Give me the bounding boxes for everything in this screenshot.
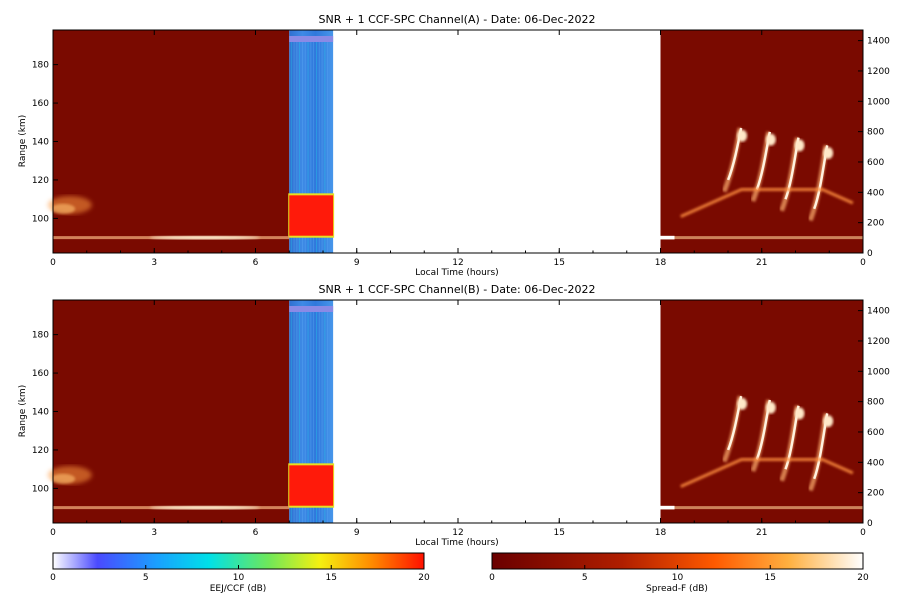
- x-tick-label: 0: [860, 528, 866, 538]
- x-tick-label: 15: [554, 258, 565, 268]
- y2-tick-label: 400: [867, 188, 884, 198]
- y2-tick-label: 1200: [867, 337, 890, 347]
- y-tick-label: 160: [32, 369, 49, 379]
- y-tick-label: 140: [32, 138, 49, 148]
- evening-echo-core: [51, 203, 76, 214]
- evening-echo-core: [51, 473, 76, 484]
- colorbar-tick-label: 15: [765, 573, 776, 583]
- colorbar-eej: 0 5 10 15 20 EEJ/CCF (dB): [50, 552, 430, 594]
- colorbar-spread-f: 0 5 10 15 20 Spread-F (dB): [489, 552, 869, 594]
- x-tick-label: 21: [756, 258, 767, 268]
- eej-strong-echo: [289, 465, 334, 506]
- spread-f-plume-head: [765, 401, 776, 414]
- eej-strong-echo: [289, 195, 334, 236]
- panel-channel-a: SNR + 1 CCF-SPC Channel(A) - Date: 06-De…: [18, 13, 890, 278]
- x-tick-label: 18: [655, 258, 667, 268]
- y2-tick-label: 1000: [867, 367, 890, 377]
- colorbar-tick-label: 20: [418, 573, 430, 583]
- x-tick-label: 18: [655, 528, 667, 538]
- colorbar-tick-label: 10: [233, 573, 245, 583]
- y2-tick-label: 200: [867, 489, 884, 499]
- colorbar-tick-label: 5: [143, 573, 149, 583]
- y-tick-label: 140: [32, 408, 49, 418]
- surface-band-peak: [660, 235, 675, 240]
- spread-f-region-evening: [53, 300, 290, 523]
- spread-f-region-evening: [53, 30, 290, 253]
- colorbar-tick-label: 0: [50, 573, 56, 583]
- y2-tick-label: 0: [867, 249, 873, 259]
- y2-tick-label: 1200: [867, 67, 890, 77]
- y-tick-label: 120: [32, 176, 49, 186]
- spread-f-plume-head: [823, 147, 834, 160]
- spread-f-plume-head: [794, 407, 805, 420]
- y-axis-label: Range (km): [18, 385, 28, 437]
- x-tick-label: 6: [253, 258, 259, 268]
- spread-f-plume-head: [737, 129, 748, 142]
- spread-f-plume-head: [737, 397, 748, 410]
- x-tick-label: 3: [151, 258, 157, 268]
- y-tick-label: 160: [32, 99, 49, 109]
- eej-top-band: [289, 306, 334, 312]
- y-tick-label: 100: [32, 484, 49, 494]
- spread-f-plume-head: [794, 139, 805, 152]
- y-tick-label: 180: [32, 331, 49, 341]
- panel-title: SNR + 1 CCF-SPC Channel(A) - Date: 06-De…: [319, 13, 596, 26]
- y2-tick-label: 200: [867, 219, 884, 229]
- colorbar-label: EEJ/CCF (dB): [210, 584, 267, 594]
- colorbar-tick-label: 15: [326, 573, 337, 583]
- y2-tick-label: 800: [867, 398, 884, 408]
- y2-tick-label: 600: [867, 428, 884, 438]
- eej-top-band: [289, 36, 334, 42]
- colorbar-tick-label: 0: [489, 573, 495, 583]
- x-tick-label: 9: [354, 258, 360, 268]
- y-axis-label: Range (km): [18, 115, 28, 167]
- y2-tick-label: 800: [867, 128, 884, 138]
- x-tick-label: 3: [151, 528, 157, 538]
- x-axis-label: Local Time (hours): [415, 268, 498, 278]
- colorbar-tick-label: 10: [672, 573, 684, 583]
- surface-band-peak: [660, 505, 675, 510]
- colorbar-label: Spread-F (dB): [646, 584, 708, 594]
- x-tick-label: 21: [756, 528, 767, 538]
- spread-f-plume-head: [765, 133, 776, 146]
- colorbar-tick-label: 5: [582, 573, 588, 583]
- x-tick-label: 15: [554, 528, 565, 538]
- surface-band-peak: [149, 236, 260, 240]
- surface-band-peak: [149, 506, 260, 510]
- y2-tick-label: 0: [867, 519, 873, 529]
- spread-f-plume-head: [823, 415, 834, 428]
- x-tick-label: 0: [50, 528, 56, 538]
- spread-f-region-night: [660, 30, 863, 253]
- y-tick-label: 100: [32, 214, 49, 224]
- spread-f-base: [680, 188, 854, 218]
- y-tick-label: 180: [32, 61, 49, 71]
- x-tick-label: 12: [452, 528, 463, 538]
- y2-tick-label: 600: [867, 158, 884, 168]
- surface-band: [660, 506, 863, 510]
- x-tick-label: 6: [253, 528, 259, 538]
- y2-tick-label: 1400: [867, 37, 890, 47]
- x-tick-label: 9: [354, 528, 360, 538]
- x-axis-label: Local Time (hours): [415, 538, 498, 548]
- panel-channel-b: SNR + 1 CCF-SPC Channel(B) - Date: 06-De…: [18, 283, 890, 548]
- y2-tick-label: 1400: [867, 307, 890, 317]
- spread-f-region-night: [660, 300, 863, 523]
- y2-tick-label: 1000: [867, 97, 890, 107]
- y2-tick-label: 400: [867, 458, 884, 468]
- x-tick-label: 12: [452, 258, 463, 268]
- y-tick-label: 120: [32, 446, 49, 456]
- colorbar-tick-label: 20: [857, 573, 869, 583]
- x-tick-label: 0: [50, 258, 56, 268]
- panel-title: SNR + 1 CCF-SPC Channel(B) - Date: 06-De…: [319, 283, 596, 296]
- surface-band: [660, 236, 863, 240]
- spread-f-base: [680, 458, 854, 488]
- x-tick-label: 0: [860, 258, 866, 268]
